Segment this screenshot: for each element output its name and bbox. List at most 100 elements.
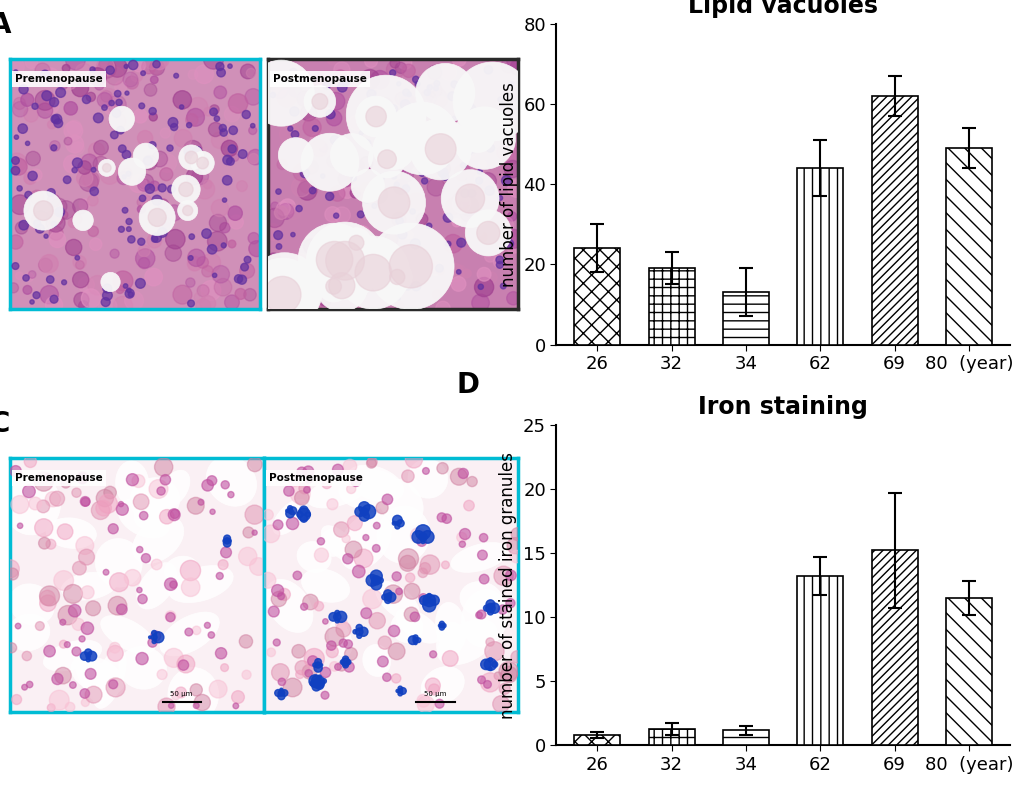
- Circle shape: [208, 632, 214, 638]
- Circle shape: [294, 661, 309, 675]
- Circle shape: [9, 235, 23, 249]
- Circle shape: [344, 541, 362, 558]
- Circle shape: [501, 146, 521, 164]
- Circle shape: [279, 124, 300, 144]
- Circle shape: [451, 194, 471, 213]
- Circle shape: [342, 459, 357, 473]
- Circle shape: [173, 90, 192, 109]
- Circle shape: [127, 236, 135, 243]
- Circle shape: [303, 239, 317, 254]
- Ellipse shape: [378, 479, 423, 527]
- Circle shape: [124, 64, 128, 68]
- Circle shape: [124, 569, 141, 586]
- Circle shape: [334, 611, 339, 615]
- Ellipse shape: [376, 506, 429, 563]
- Circle shape: [227, 492, 233, 498]
- Circle shape: [219, 125, 226, 132]
- Ellipse shape: [84, 664, 120, 700]
- Circle shape: [25, 141, 30, 145]
- Circle shape: [454, 164, 471, 181]
- Circle shape: [427, 178, 444, 196]
- Circle shape: [395, 63, 406, 74]
- Circle shape: [187, 70, 198, 79]
- Y-axis label: number of lipid vacuoles: number of lipid vacuoles: [499, 82, 518, 286]
- Circle shape: [378, 636, 391, 649]
- Circle shape: [72, 271, 89, 288]
- Circle shape: [395, 296, 400, 301]
- Ellipse shape: [61, 573, 117, 600]
- Circle shape: [200, 296, 215, 312]
- Circle shape: [68, 218, 78, 228]
- Circle shape: [397, 230, 407, 239]
- Circle shape: [344, 268, 354, 277]
- Circle shape: [357, 105, 367, 117]
- Circle shape: [415, 525, 430, 540]
- Circle shape: [126, 227, 131, 232]
- Circle shape: [309, 187, 316, 193]
- Circle shape: [361, 608, 371, 619]
- Circle shape: [369, 612, 385, 629]
- Circle shape: [373, 523, 380, 529]
- Circle shape: [116, 126, 124, 134]
- Circle shape: [34, 220, 41, 227]
- Circle shape: [318, 675, 321, 678]
- Circle shape: [168, 703, 173, 708]
- Circle shape: [393, 179, 408, 194]
- Circle shape: [245, 505, 264, 524]
- Circle shape: [274, 206, 287, 220]
- Circle shape: [467, 477, 477, 487]
- Circle shape: [246, 258, 319, 331]
- Circle shape: [110, 249, 119, 259]
- Circle shape: [325, 627, 343, 646]
- Circle shape: [301, 105, 316, 121]
- Circle shape: [30, 300, 35, 304]
- Circle shape: [152, 630, 157, 635]
- Circle shape: [483, 680, 491, 688]
- Circle shape: [212, 273, 217, 278]
- Circle shape: [300, 178, 314, 193]
- Circle shape: [419, 170, 425, 176]
- Circle shape: [184, 628, 193, 636]
- Circle shape: [239, 634, 253, 648]
- Circle shape: [389, 105, 397, 113]
- Circle shape: [274, 690, 281, 696]
- Circle shape: [273, 231, 282, 239]
- Circle shape: [211, 200, 228, 216]
- Circle shape: [64, 102, 77, 115]
- Circle shape: [292, 78, 299, 84]
- Circle shape: [13, 70, 17, 74]
- Circle shape: [54, 119, 62, 128]
- Circle shape: [511, 527, 524, 541]
- Circle shape: [82, 622, 94, 634]
- Circle shape: [217, 68, 225, 77]
- Circle shape: [363, 197, 370, 203]
- Circle shape: [94, 113, 103, 123]
- Circle shape: [344, 282, 350, 285]
- Circle shape: [416, 63, 475, 123]
- Circle shape: [242, 110, 250, 119]
- Circle shape: [124, 291, 144, 310]
- Circle shape: [71, 80, 89, 97]
- Circle shape: [341, 159, 358, 175]
- Circle shape: [291, 645, 305, 658]
- Circle shape: [467, 203, 483, 220]
- Ellipse shape: [7, 614, 50, 651]
- Circle shape: [436, 162, 450, 176]
- Circle shape: [239, 263, 255, 278]
- Circle shape: [44, 234, 48, 238]
- Circle shape: [262, 525, 279, 542]
- Circle shape: [113, 271, 132, 291]
- Circle shape: [394, 302, 404, 312]
- Circle shape: [215, 648, 226, 659]
- Circle shape: [464, 146, 473, 155]
- Circle shape: [40, 255, 58, 273]
- Circle shape: [301, 265, 308, 272]
- Circle shape: [461, 118, 494, 152]
- Circle shape: [354, 236, 362, 245]
- Circle shape: [72, 561, 87, 575]
- Circle shape: [333, 239, 353, 259]
- Circle shape: [450, 81, 458, 88]
- Circle shape: [89, 143, 104, 159]
- Circle shape: [459, 541, 465, 547]
- Circle shape: [106, 67, 124, 85]
